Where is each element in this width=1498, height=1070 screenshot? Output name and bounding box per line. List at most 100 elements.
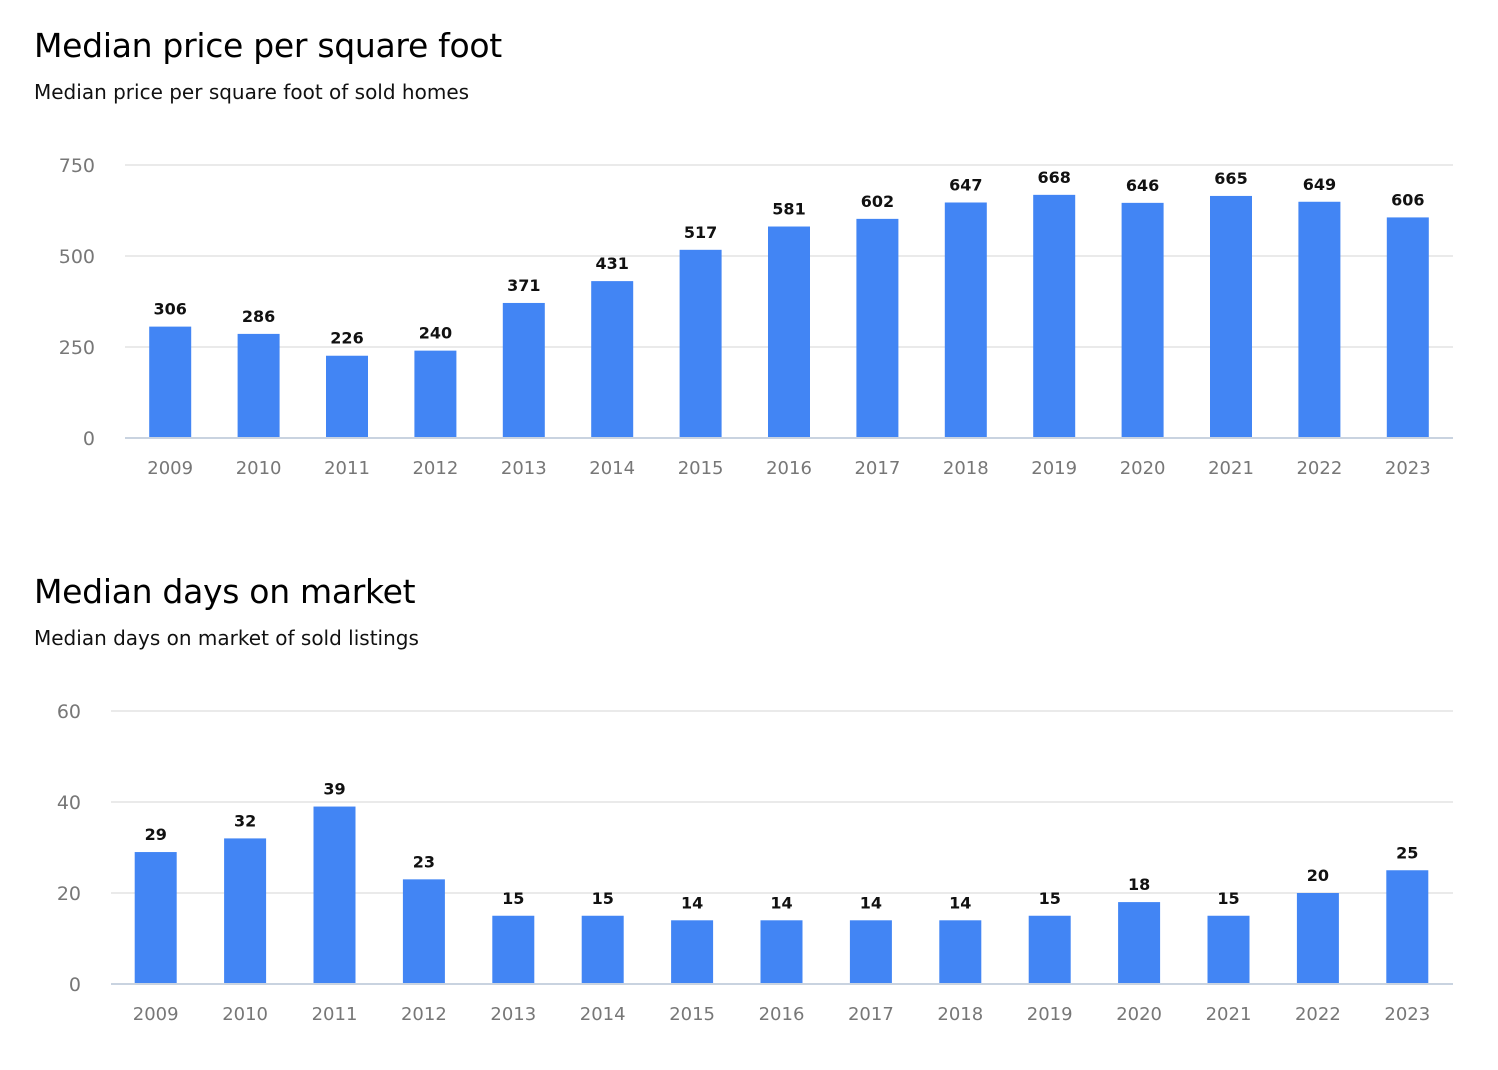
x-tick-label: 2022 <box>1295 1004 1341 1025</box>
bar[interactable] <box>492 915 535 984</box>
data-label: 39 <box>323 780 345 799</box>
bar[interactable] <box>149 326 192 438</box>
x-tick-label: 2015 <box>678 458 724 479</box>
bar[interactable] <box>581 915 624 984</box>
x-tick-label: 2014 <box>589 458 635 479</box>
data-label: 32 <box>234 811 256 830</box>
price-per-sqft-chart: 0 250 500 750 306 2009 286 2010 226 2011 240 2012 37… <box>59 155 1453 479</box>
x-tick-label: 2017 <box>854 458 900 479</box>
data-label: 29 <box>145 825 167 844</box>
x-tick-label: 2018 <box>943 458 989 479</box>
bar[interactable] <box>502 302 545 438</box>
bar[interactable] <box>1296 893 1339 984</box>
data-label: 371 <box>507 276 540 295</box>
chart-subtitle: Median days on market of sold listings <box>34 626 419 650</box>
y-tick-label: 40 <box>57 792 81 814</box>
x-tick-label: 2010 <box>236 458 282 479</box>
bar[interactable] <box>856 218 899 438</box>
data-label: 431 <box>595 254 628 273</box>
bar[interactable] <box>939 920 982 984</box>
days-on-market-section: Median days on market Median days on mar… <box>0 546 1498 1070</box>
bar[interactable] <box>326 355 368 438</box>
x-tick-label: 2014 <box>580 1004 626 1025</box>
data-label: 602 <box>861 192 894 211</box>
data-label: 286 <box>242 307 275 326</box>
data-label: 23 <box>413 852 435 871</box>
data-label: 606 <box>1391 190 1424 209</box>
bar[interactable] <box>1121 202 1164 438</box>
bar[interactable] <box>1386 870 1429 984</box>
bar[interactable] <box>1028 915 1071 984</box>
data-label: 581 <box>772 200 805 219</box>
bar[interactable] <box>1207 915 1250 984</box>
x-tick-label: 2018 <box>937 1004 983 1025</box>
y-tick-label: 750 <box>59 155 95 177</box>
x-tick-label: 2019 <box>1031 458 1077 479</box>
data-label: 15 <box>1217 889 1239 908</box>
x-tick-label: 2013 <box>501 458 547 479</box>
x-tick-label: 2022 <box>1296 458 1342 479</box>
bar[interactable] <box>849 920 892 984</box>
data-label: 15 <box>1039 889 1061 908</box>
x-tick-label: 2012 <box>412 458 458 479</box>
bar[interactable] <box>1033 194 1076 438</box>
bar[interactable] <box>224 838 267 984</box>
y-tick-label: 0 <box>83 428 95 450</box>
x-tick-label: 2009 <box>147 458 193 479</box>
bar[interactable] <box>679 249 722 438</box>
bar[interactable] <box>944 202 987 438</box>
x-tick-label: 2016 <box>766 458 812 479</box>
bar[interactable] <box>1298 201 1341 438</box>
data-label: 14 <box>949 893 971 912</box>
data-label: 517 <box>684 223 717 242</box>
bar[interactable] <box>313 806 356 984</box>
x-tick-label: 2023 <box>1384 1004 1430 1025</box>
x-tick-label: 2009 <box>133 1004 179 1025</box>
x-tick-label: 2011 <box>324 458 370 479</box>
data-label: 14 <box>860 893 882 912</box>
x-tick-label: 2019 <box>1027 1004 1073 1025</box>
bar[interactable] <box>134 852 177 984</box>
x-tick-label: 2012 <box>401 1004 447 1025</box>
data-label: 646 <box>1126 176 1159 195</box>
data-label: 226 <box>330 329 363 348</box>
bar[interactable] <box>1386 217 1429 438</box>
bar[interactable] <box>1118 902 1161 984</box>
data-label: 649 <box>1303 175 1336 194</box>
x-tick-label: 2015 <box>669 1004 715 1025</box>
y-tick-label: 20 <box>57 883 81 905</box>
bar[interactable] <box>402 879 445 984</box>
y-tick-label: 0 <box>69 974 81 996</box>
data-label: 25 <box>1396 843 1418 862</box>
data-label: 20 <box>1307 866 1329 885</box>
x-tick-label: 2021 <box>1208 458 1254 479</box>
bar[interactable] <box>237 333 280 438</box>
bar[interactable] <box>760 920 803 984</box>
bar[interactable] <box>591 281 634 438</box>
x-tick-label: 2020 <box>1120 458 1166 479</box>
x-tick-label: 2021 <box>1206 1004 1252 1025</box>
x-tick-label: 2020 <box>1116 1004 1162 1025</box>
x-tick-label: 2023 <box>1385 458 1431 479</box>
data-label: 668 <box>1037 168 1070 187</box>
x-tick-label: 2013 <box>490 1004 536 1025</box>
y-tick-label: 500 <box>59 246 95 268</box>
chart-subtitle: Median price per square foot of sold hom… <box>34 80 470 104</box>
price-per-sqft-section: Median price per square foot Median pric… <box>34 26 1453 479</box>
bar[interactable] <box>1210 195 1252 438</box>
bar[interactable] <box>414 350 457 438</box>
data-label: 14 <box>681 893 703 912</box>
data-label: 14 <box>770 893 792 912</box>
data-label: 240 <box>419 324 452 343</box>
data-label: 15 <box>592 889 614 908</box>
data-label: 18 <box>1128 875 1150 894</box>
data-label: 665 <box>1214 169 1247 188</box>
data-label: 306 <box>153 300 186 319</box>
x-tick-label: 2016 <box>759 1004 805 1025</box>
bar[interactable] <box>671 920 714 984</box>
bar[interactable] <box>768 226 810 438</box>
x-tick-label: 2017 <box>848 1004 894 1025</box>
days-on-market-chart: 0 20 40 60 29 2009 32 2010 39 2011 23 2012 15 2013 15 2… <box>57 701 1453 1025</box>
x-tick-label: 2010 <box>222 1004 268 1025</box>
y-tick-label: 60 <box>57 701 81 723</box>
